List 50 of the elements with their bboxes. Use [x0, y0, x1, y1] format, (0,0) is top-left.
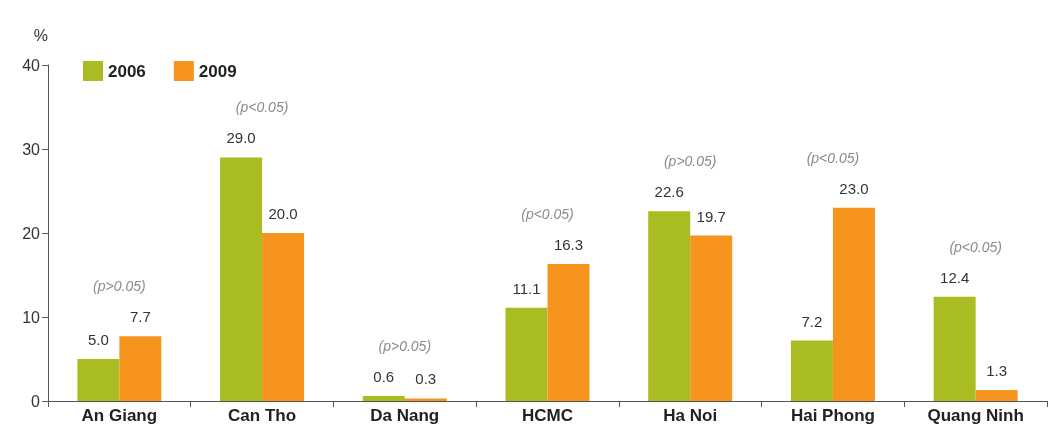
- bar: [119, 336, 162, 401]
- data-label: 29.0: [226, 129, 256, 147]
- data-label: 7.2: [801, 312, 823, 330]
- bar: [362, 395, 405, 401]
- annotation: (p>0.05): [663, 153, 717, 170]
- data-label: 16.3: [553, 236, 584, 254]
- y-tick-label: 20: [22, 224, 41, 242]
- bar: [505, 307, 548, 401]
- y-tick-label: 0: [31, 392, 41, 410]
- y-tick-label: 10: [22, 308, 41, 326]
- bar: [262, 233, 305, 401]
- bar: [77, 359, 120, 401]
- annotation: (p<0.05): [949, 238, 1002, 255]
- x-tick-label: Hai Phong: [790, 406, 875, 425]
- data-label: 12.4: [940, 268, 970, 286]
- data-label: 5.0: [87, 331, 109, 348]
- data-label: 1.3: [986, 362, 1008, 380]
- bar: [790, 340, 833, 401]
- bar: [933, 296, 976, 401]
- bar: [404, 398, 447, 401]
- x-tick-label: Can Tho: [228, 406, 297, 425]
- bar: [975, 390, 1018, 401]
- data-label: 19.7: [696, 207, 726, 225]
- legend-label: 2006: [108, 61, 146, 81]
- x-tick-label: Quang Ninh: [927, 406, 1024, 425]
- bar: [648, 211, 691, 401]
- data-label: 20.0: [268, 205, 298, 222]
- y-axis-title: %: [33, 26, 48, 44]
- data-label: 11.1: [512, 279, 541, 297]
- bar: [220, 157, 263, 401]
- x-tick-label: HCMC: [522, 406, 573, 425]
- y-tick-label: 30: [22, 140, 41, 158]
- bar: [832, 207, 875, 401]
- x-tick-label: Ha Noi: [663, 406, 718, 425]
- annotation: (p<0.05): [235, 99, 289, 116]
- annotation: (p>0.05): [378, 337, 432, 354]
- annotation: (p<0.05): [806, 149, 860, 166]
- legend-label: 2009: [198, 61, 237, 81]
- y-tick-label: 40: [22, 56, 41, 74]
- x-tick-label: An Giang: [81, 406, 158, 425]
- bar: [690, 235, 733, 401]
- x-tick-label: Da Nang: [370, 406, 440, 425]
- bar: [547, 264, 590, 401]
- data-label: 0.3: [415, 370, 437, 388]
- data-label: 23.0: [839, 179, 869, 197]
- annotation: (p>0.05): [93, 278, 146, 295]
- annotation: (p<0.05): [521, 206, 574, 223]
- data-label: 0.6: [373, 367, 395, 385]
- data-label: 7.7: [129, 308, 151, 326]
- data-label: 22.6: [654, 183, 684, 201]
